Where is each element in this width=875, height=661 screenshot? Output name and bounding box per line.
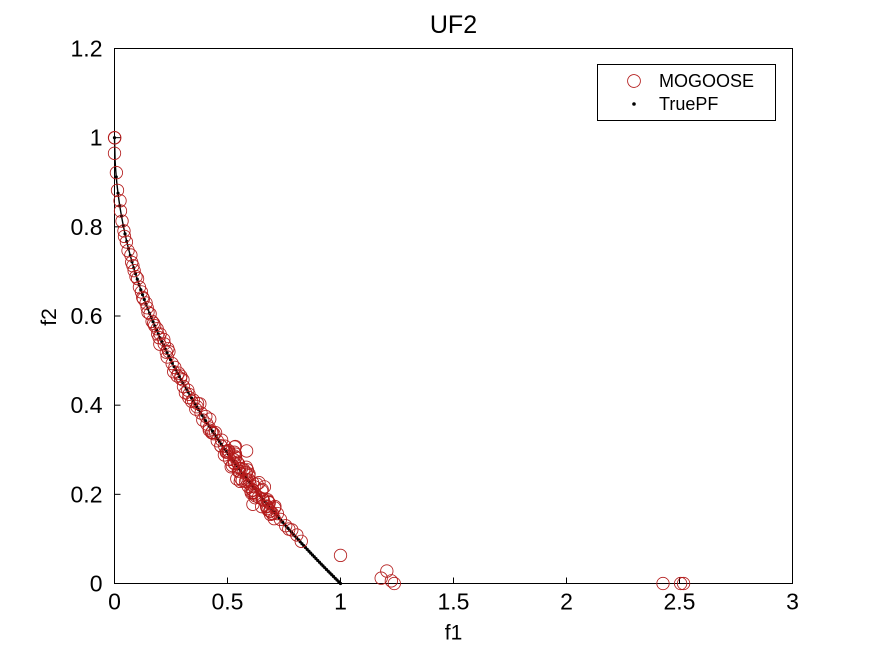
svg-text:1.5: 1.5 xyxy=(438,589,470,615)
svg-text:2.5: 2.5 xyxy=(664,589,696,615)
svg-text:1: 1 xyxy=(90,125,103,151)
svg-text:TruePF: TruePF xyxy=(659,94,718,114)
svg-text:f2: f2 xyxy=(38,308,61,326)
svg-text:0.4: 0.4 xyxy=(71,392,103,418)
svg-text:1: 1 xyxy=(334,589,347,615)
svg-text:UF2: UF2 xyxy=(430,11,477,39)
svg-text:0.2: 0.2 xyxy=(71,481,103,507)
svg-text:2: 2 xyxy=(560,589,573,615)
svg-text:0: 0 xyxy=(90,571,103,597)
svg-text:0.6: 0.6 xyxy=(71,303,103,329)
svg-text:1.2: 1.2 xyxy=(71,36,103,62)
svg-text:MOGOOSE: MOGOOSE xyxy=(659,71,754,91)
svg-text:3: 3 xyxy=(786,589,799,615)
svg-text:0.8: 0.8 xyxy=(71,214,103,240)
svg-text:0: 0 xyxy=(108,589,121,615)
svg-text:0.5: 0.5 xyxy=(212,589,244,615)
svg-text:f1: f1 xyxy=(445,622,463,645)
